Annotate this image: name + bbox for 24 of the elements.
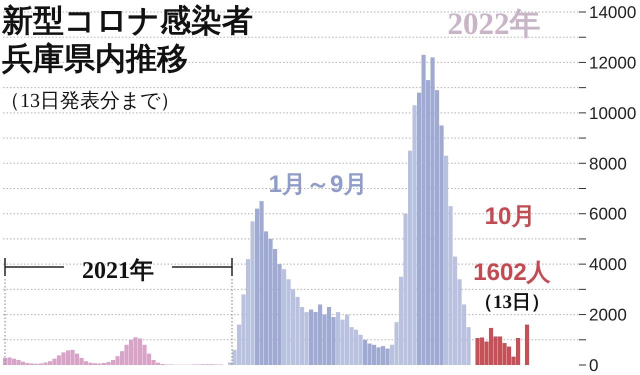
ytick-label: 10000 — [589, 104, 636, 123]
annotation: 1602人 — [473, 259, 551, 286]
subtitle: （13日発表分まで） — [0, 90, 180, 112]
ytick-label: 14000 — [589, 3, 636, 22]
ytick-label: 6000 — [589, 204, 627, 224]
title: 新型コロナ感染者 — [2, 3, 253, 38]
bar — [444, 156, 448, 365]
title: 兵庫県内推移 — [2, 41, 188, 76]
bar — [525, 324, 530, 365]
annotation: 2021年 — [82, 258, 154, 284]
bar — [363, 340, 368, 365]
ytick-label: 4000 — [589, 255, 627, 274]
bar — [309, 310, 314, 365]
annotation: 2022年 — [448, 6, 540, 41]
ytick-label: 0 — [589, 356, 598, 375]
annotation: （13日） — [474, 292, 550, 313]
ytick-label: 12000 — [589, 53, 636, 72]
annotation: 10月 — [484, 203, 536, 230]
bar — [336, 312, 340, 365]
bar — [282, 269, 286, 365]
annotation: 1月～9月 — [268, 171, 368, 198]
ytick-label: 2000 — [589, 306, 627, 325]
ytick-label: 8000 — [589, 154, 627, 174]
bar — [476, 338, 480, 365]
